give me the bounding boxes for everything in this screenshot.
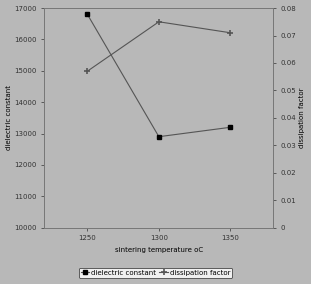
X-axis label: sintering temperature oC: sintering temperature oC [115,247,203,253]
Legend: dielectric constant, dissipation factor: dielectric constant, dissipation factor [78,268,233,278]
Y-axis label: dissipation factor: dissipation factor [299,88,305,148]
Y-axis label: dielectric constant: dielectric constant [6,85,12,150]
